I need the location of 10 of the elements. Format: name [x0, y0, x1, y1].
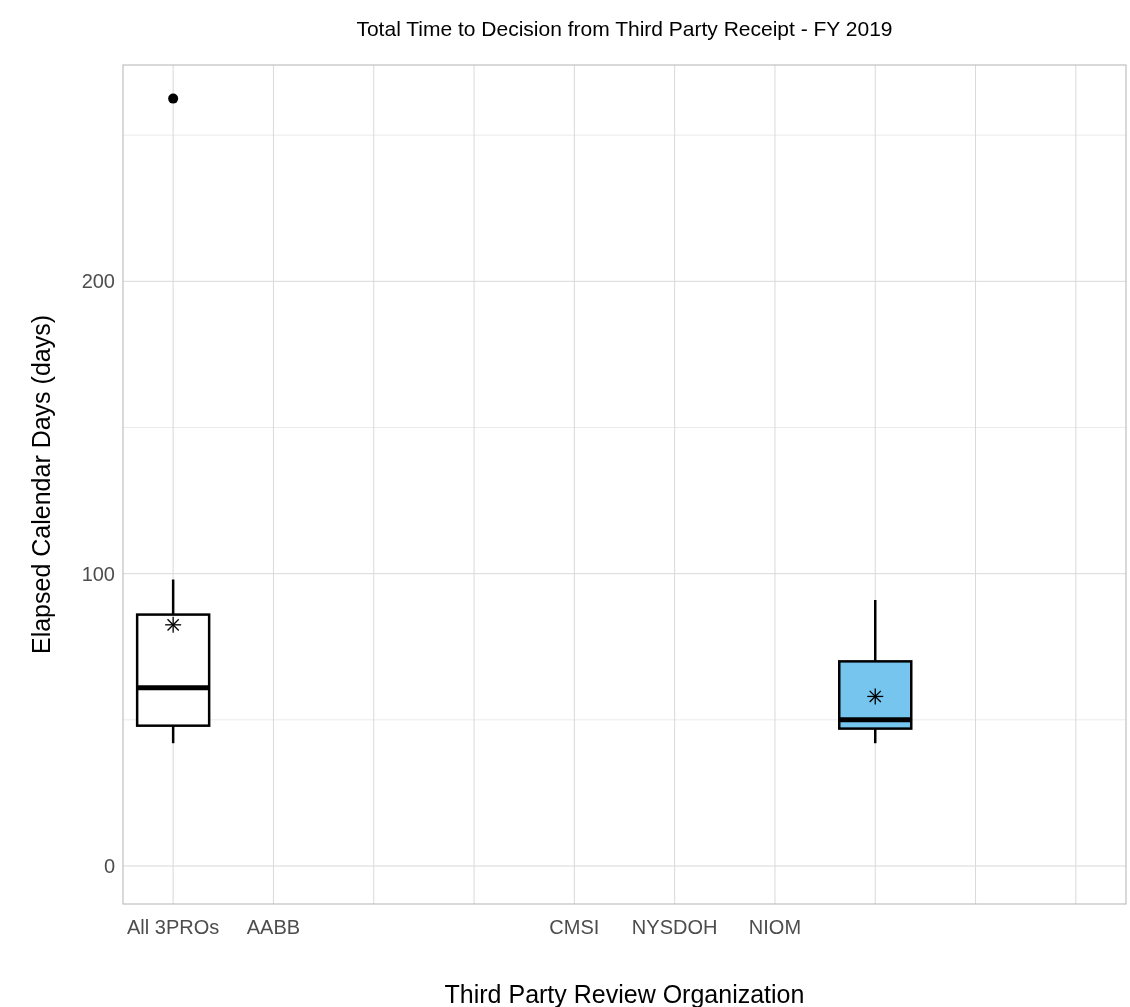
y-axis-title: Elapsed Calendar Days (days)	[27, 314, 55, 655]
y-tick-label: 100	[81, 562, 115, 585]
x-tick-label: All 3PROs	[127, 916, 220, 938]
y-tick-label: 0	[103, 855, 115, 877]
x-tick-label: CMSI	[549, 916, 600, 938]
x-tick-label: NYSDOH	[631, 916, 718, 938]
x-tick-label: AABB	[246, 916, 301, 938]
chart-title: Total Time to Decision from Third Party Receipt - FY 2019	[356, 17, 893, 40]
y-tick-label: 200	[81, 270, 115, 293]
x-tick-label: NIOM	[748, 916, 802, 938]
